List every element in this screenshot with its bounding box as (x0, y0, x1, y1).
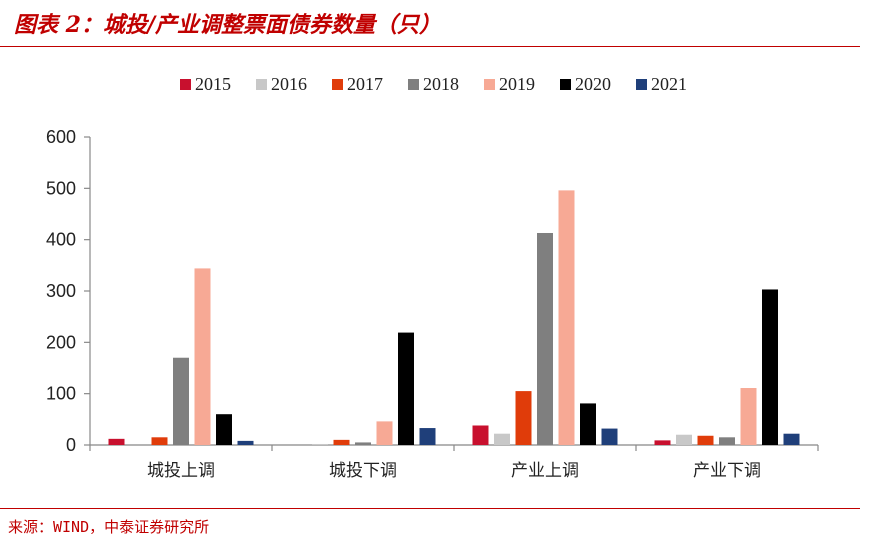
legend-swatch-2019 (484, 79, 495, 90)
bar-2019-1 (194, 268, 211, 445)
chart-legend: 2015 2016 2017 2018 2019 2020 2021 (180, 74, 687, 94)
y-tick-label: 300 (46, 281, 76, 301)
y-tick-label: 0 (66, 435, 76, 455)
source-note: 来源：WIND，中泰证券研究所 (8, 518, 210, 536)
bar-2017-2 (333, 439, 350, 445)
bar-2019-3 (558, 190, 575, 445)
bar-2021-4 (783, 433, 800, 445)
bar-2021-3 (601, 428, 618, 445)
bar-2018-4 (719, 437, 735, 445)
bar-2020-1 (216, 414, 232, 445)
bar-2015-4 (654, 440, 671, 445)
bar-2018-2 (355, 442, 371, 445)
bar-2016-2 (312, 443, 328, 445)
legend-swatch-2018 (408, 79, 419, 90)
legend-swatch-2017 (332, 79, 343, 90)
bar-2020-4 (762, 289, 778, 445)
bar-2017-1 (151, 437, 168, 445)
x-category-label: 产业上调 (511, 461, 579, 481)
legend-label-2015: 2015 (195, 74, 231, 94)
bar-2021-2 (419, 428, 436, 445)
bar-2018-1 (173, 357, 189, 445)
title-divider (0, 46, 860, 47)
bar-2017-3 (515, 391, 532, 445)
y-tick-label: 500 (46, 178, 76, 198)
legend-label-2021: 2021 (651, 74, 687, 94)
legend-label-2017: 2017 (347, 74, 383, 94)
bar-2019-2 (376, 421, 393, 445)
bar-2018-3 (537, 232, 553, 445)
bar-2016-4 (676, 434, 692, 445)
legend-swatch-2020 (560, 79, 571, 90)
bar-2017-4 (697, 435, 714, 445)
x-axis: 城投上调 城投下调 产业上调 产业下调 (89, 444, 819, 481)
x-category-label: 产业下调 (693, 461, 761, 481)
bar-chart: 2015 2016 2017 2018 2019 2020 2021 0 100 200 300 4… (46, 74, 819, 481)
legend-swatch-2015 (180, 79, 191, 90)
bar-marks (108, 190, 800, 445)
legend-label-2018: 2018 (423, 74, 459, 94)
bar-2020-3 (580, 403, 596, 445)
legend-label-2020: 2020 (575, 74, 611, 94)
bar-2015-3 (472, 425, 489, 445)
source-divider (0, 508, 860, 509)
bar-2015-1 (108, 438, 125, 445)
chart-title: 图表 2：城投/产业调整票面债券数量（只） (14, 12, 442, 38)
y-axis: 0 100 200 300 400 500 600 (46, 127, 91, 455)
bar-2021-1 (237, 440, 254, 445)
bar-2016-3 (494, 433, 510, 445)
y-tick-label: 100 (46, 384, 76, 404)
x-category-label: 城投上调 (147, 461, 215, 481)
x-category-label: 城投下调 (329, 461, 397, 481)
y-tick-label: 200 (46, 332, 76, 352)
legend-label-2016: 2016 (271, 74, 307, 94)
y-tick-label: 600 (46, 127, 76, 147)
legend-label-2019: 2019 (499, 74, 535, 94)
bar-2020-2 (398, 332, 414, 445)
bar-2019-4 (740, 388, 757, 445)
y-tick-label: 400 (46, 230, 76, 250)
legend-swatch-2016 (256, 79, 267, 90)
legend-swatch-2021 (636, 79, 647, 90)
